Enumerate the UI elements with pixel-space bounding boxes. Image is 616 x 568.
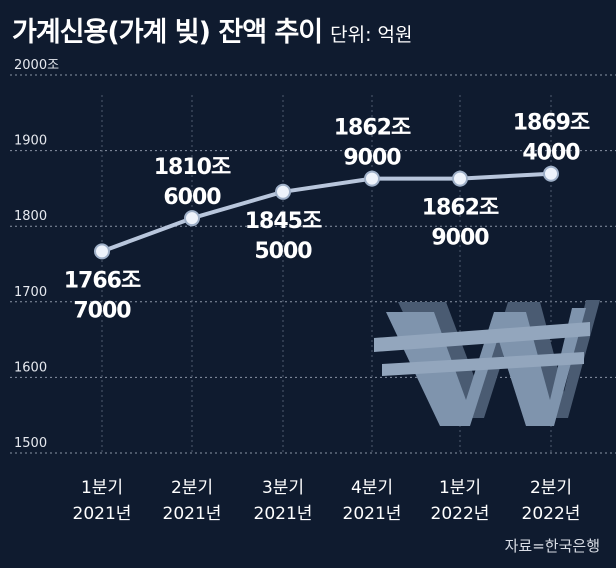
y-tick-label: 1900 [14,134,47,149]
x-tick-label: 1분기 [439,478,481,498]
x-tick-label: 3분기 [262,478,304,498]
y-tick-label: 1500 [14,436,47,451]
y-tick-label: 1800 [14,209,47,224]
data-label: 1810조 [154,155,231,180]
x-tick-label: 1분기 [81,478,123,498]
x-tick-label: 2021년 [254,504,313,524]
data-point [364,170,380,187]
series-line [101,171,552,254]
data-point [452,170,468,187]
x-tick-label: 4분기 [351,478,393,498]
x-tick-label: 2분기 [530,478,572,498]
chart-header: 가계신용(가계 빚) 잔액 추이 단위: 억원 [12,10,413,50]
data-label: 7000 [73,298,131,323]
data-label: 1845조 [245,209,322,234]
data-label: 9000 [431,226,489,251]
data-point [275,183,291,200]
x-tick-label: 2022년 [431,504,490,524]
data-label: 9000 [343,146,401,171]
x-tick-label: 2분기 [171,478,213,498]
y-tick-label: 1700 [14,285,47,300]
data-label: 5000 [254,239,312,264]
data-point [94,243,110,260]
data-label: 4000 [522,141,580,166]
source-note: 자료=한국은행 [504,537,600,555]
unit-label: 단위: 억원 [330,24,413,46]
data-label: 1862조 [422,196,499,221]
x-tick-label: 2021년 [163,504,222,524]
y-tick-label: 2000조 [14,58,59,73]
y-tick-label: 1600 [14,360,47,375]
data-point [184,210,200,227]
data-point [543,165,559,182]
won-symbol-icon [374,300,600,426]
data-label: 1862조 [334,116,411,141]
chart-title: 가계신용(가계 빚) 잔액 추이 [12,17,323,48]
data-label: 6000 [163,185,221,210]
x-tick-label: 2021년 [343,504,402,524]
data-label: 1766조 [64,268,141,293]
x-tick-label: 2021년 [73,504,132,524]
x-tick-label: 2022년 [522,504,581,524]
data-label: 1869조 [513,111,590,136]
